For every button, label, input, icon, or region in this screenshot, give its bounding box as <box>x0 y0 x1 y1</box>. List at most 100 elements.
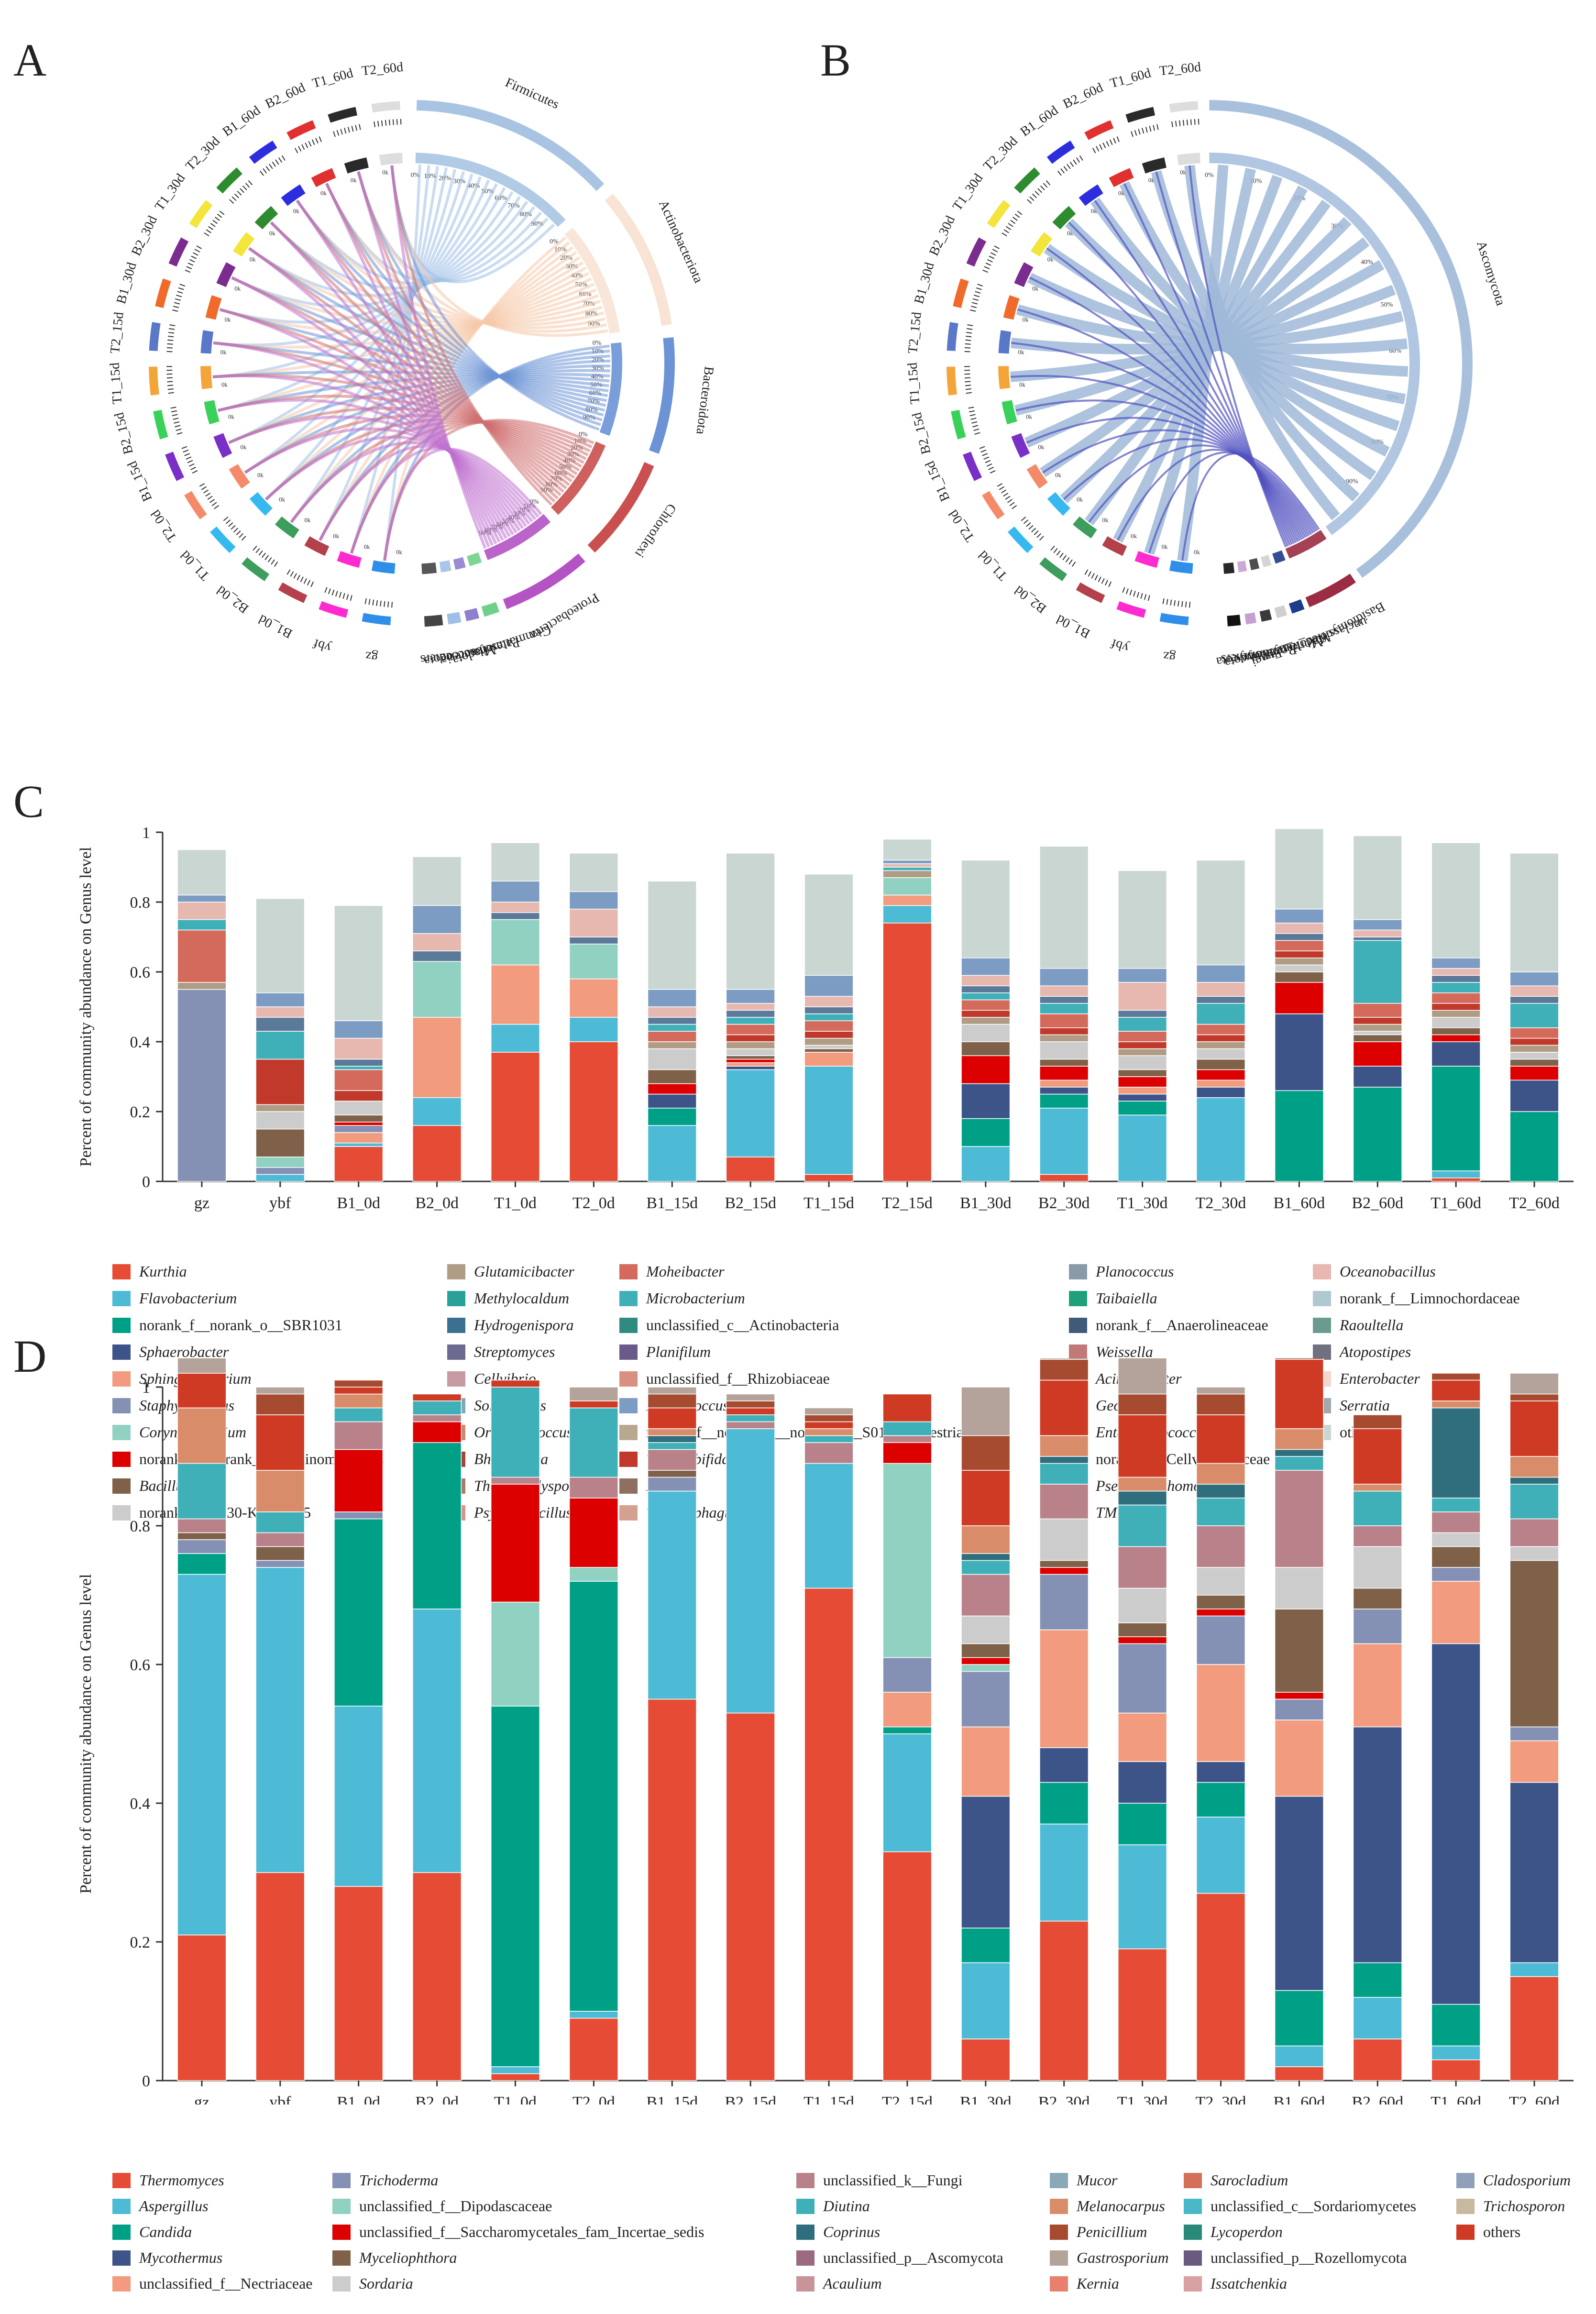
bar-segment <box>961 1083 1011 1119</box>
sample-tick <box>278 157 283 163</box>
sample-arc <box>209 526 236 553</box>
chord-ribbon <box>1015 399 1307 538</box>
sample-tick <box>1036 533 1042 538</box>
phylum-arc <box>464 608 480 621</box>
legend-item: Mucor <box>1050 2171 1117 2189</box>
bar-segment <box>1118 1114 1167 1182</box>
zero-label: 0k <box>1180 169 1187 176</box>
bar-segment <box>334 1407 384 1422</box>
bar-segment <box>490 1706 540 2067</box>
legend-label: Penicillium <box>1077 2223 1147 2240</box>
bar-segment <box>882 894 932 906</box>
bar-segment <box>490 1024 540 1053</box>
sample-tick <box>229 199 234 204</box>
sample-tick <box>1133 591 1136 597</box>
bar-segment <box>961 1055 1011 1084</box>
sample-tick <box>1021 517 1026 521</box>
sample-tick <box>1105 580 1108 586</box>
pct-tick-label: 40% <box>1361 259 1373 266</box>
sample-tick <box>206 229 211 233</box>
sample-tick <box>972 298 979 301</box>
legend-swatch <box>1456 2172 1475 2188</box>
sample-tick <box>241 536 246 541</box>
chord-ribbon <box>231 276 599 327</box>
phylum-label: Actinobacteriota <box>656 198 706 286</box>
legend-label: Hydrogenispora <box>474 1316 574 1333</box>
sample-tick <box>1069 161 1074 167</box>
bar-segment <box>412 1414 462 1422</box>
y-tick-label: 0.4 <box>130 1795 151 1813</box>
sample-tick <box>310 581 314 587</box>
bar-segment <box>1353 929 1402 937</box>
bar-segment <box>1118 1948 1167 2081</box>
bar-segment <box>726 1712 775 2081</box>
sample-tick <box>392 119 394 125</box>
bar-segment <box>1118 1803 1167 1845</box>
legend-swatch <box>796 2224 815 2240</box>
sample-tick <box>972 425 979 428</box>
sample-tick <box>272 161 276 167</box>
sample-tick <box>298 146 302 152</box>
legend-swatch <box>1050 2198 1068 2214</box>
bar-segment <box>1274 940 1324 951</box>
sample-tick <box>1034 530 1039 535</box>
sample-inner-arc <box>1134 551 1159 568</box>
legend-swatch <box>1184 2198 1202 2214</box>
legend-swatch <box>1184 2250 1202 2266</box>
bar-segment <box>647 1470 697 1478</box>
bar-segment <box>1118 1414 1167 1478</box>
x-tick-label: B1_60d <box>1274 2094 1325 2105</box>
sample-tick <box>191 255 197 259</box>
sample-tick <box>1027 199 1032 204</box>
sample-label: T2_30d <box>980 134 1021 174</box>
phylum-arc <box>1274 605 1288 618</box>
bar-segment <box>334 1387 384 1395</box>
bar-segment <box>726 1003 775 1011</box>
legend-swatch <box>112 1317 131 1333</box>
sample-arc <box>1014 167 1040 194</box>
bar-segment <box>1353 1428 1402 1485</box>
sample-tick <box>307 580 310 586</box>
x-tick-label: T1_60d <box>1431 1194 1481 1212</box>
legend-item: norank_f__Anaerolineaceae <box>1069 1316 1268 1334</box>
legend-label: Raoultella <box>1340 1316 1404 1333</box>
x-tick-label: B1_30d <box>960 2094 1012 2105</box>
legend-swatch <box>112 1424 131 1440</box>
sample-tick <box>199 483 205 487</box>
sample-tick <box>967 324 973 326</box>
bar-segment <box>882 1421 932 1436</box>
sample-tick <box>1037 188 1043 193</box>
sample-tick <box>178 287 184 290</box>
legend-label: norank_f__Anaerolineaceae <box>1096 1316 1268 1333</box>
sample-inner-arc <box>1052 206 1076 230</box>
bar-segment <box>726 1034 775 1042</box>
bar-segment <box>1196 964 1246 983</box>
chord-ribbon <box>390 165 553 506</box>
phylum-arc <box>1305 573 1356 607</box>
sample-tick <box>1007 499 1013 503</box>
bar-segment <box>1509 1484 1559 1520</box>
sample-tick <box>973 428 980 431</box>
pct-tick-label: 90% <box>1346 478 1358 485</box>
sample-tick <box>344 128 347 134</box>
bar-segment <box>334 1393 384 1409</box>
bar-segment <box>1196 1003 1246 1025</box>
phylum-arc <box>1244 612 1257 625</box>
sample-inner-arc <box>1072 516 1097 539</box>
bar-segment <box>1118 1017 1167 1032</box>
bar-segment <box>177 1407 227 1464</box>
bar-segment <box>961 1796 1011 1928</box>
sample-label: gz <box>364 649 379 665</box>
bar-segment <box>490 2073 540 2081</box>
sample-arc <box>1159 613 1189 626</box>
sample-tick <box>275 159 279 165</box>
bar-segment <box>490 919 540 966</box>
bar-segment <box>1431 1643 1481 2005</box>
phylum-inner-arc <box>550 441 606 515</box>
sample-tick <box>168 331 175 334</box>
legend-swatch <box>1069 1290 1087 1306</box>
bar-segment <box>1118 1358 1167 1395</box>
bar-segment <box>1353 1031 1402 1036</box>
legend-label: unclassified_f__Rhizobiaceae <box>646 1370 830 1387</box>
legend-swatch <box>332 2276 351 2292</box>
